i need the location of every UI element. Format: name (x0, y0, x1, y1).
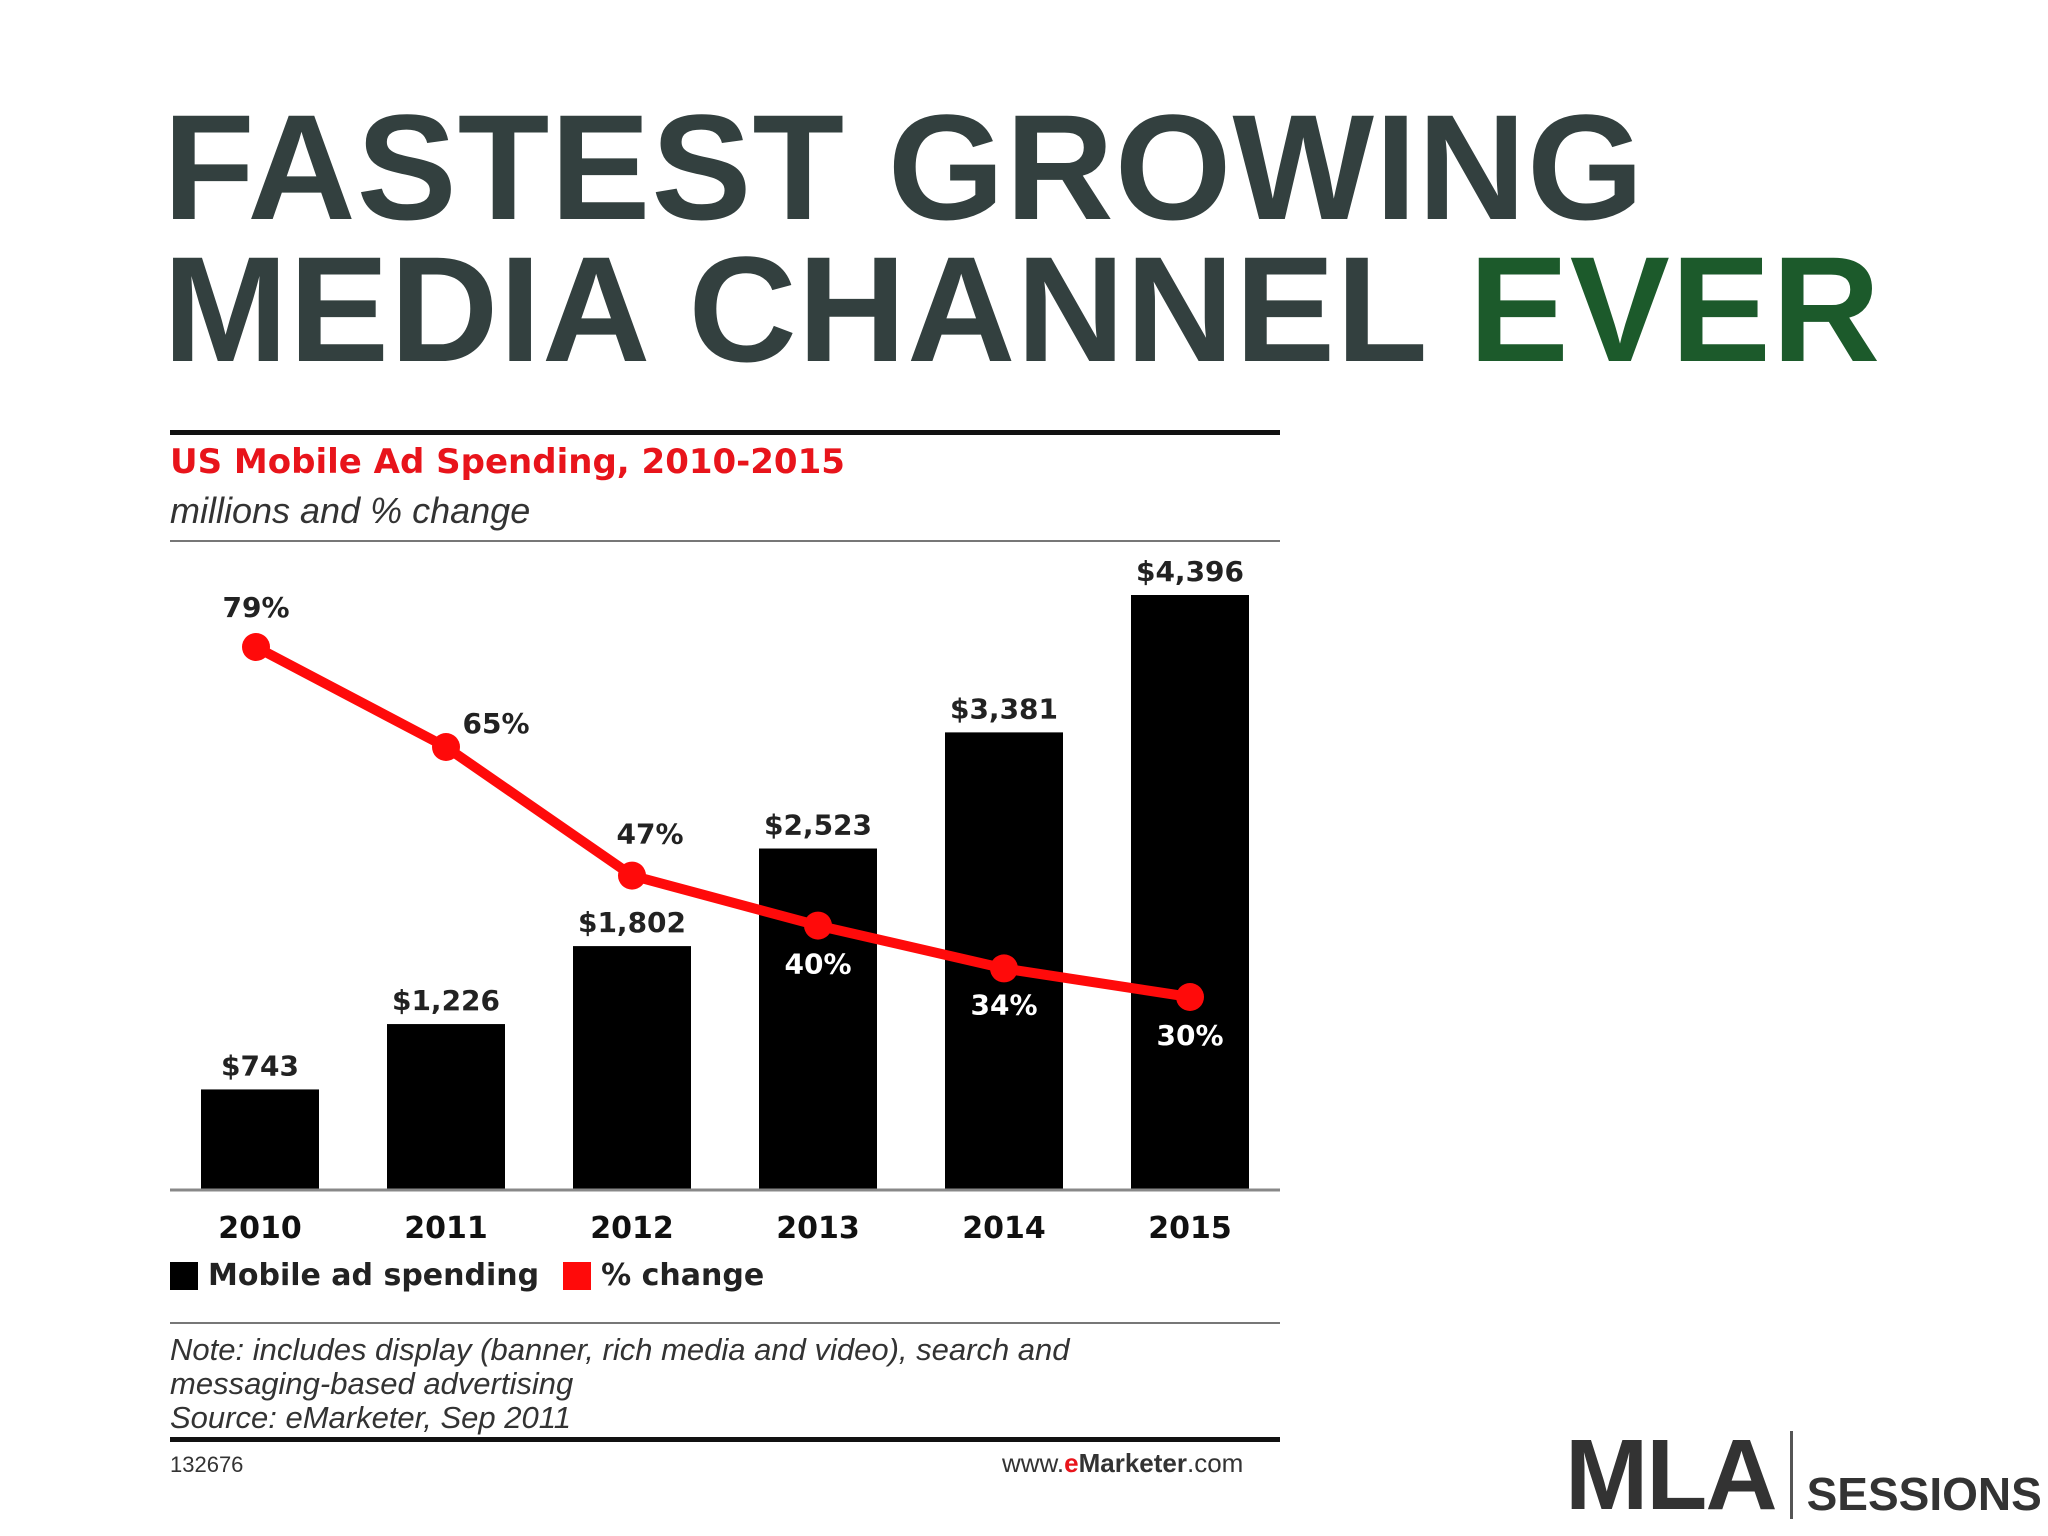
legend-swatch-change (563, 1261, 592, 1290)
headline-line-2: MEDIA CHANNEL (163, 225, 1427, 393)
note-source: Source: eMarketer, Sep 2011 (170, 1400, 571, 1435)
headline-accent: EVER (1468, 225, 1882, 393)
slide-headline: FASTEST GROWING MEDIA CHANNEL EVER (163, 92, 1881, 384)
source-url[interactable]: www.eMarketer.com (1002, 1448, 1243, 1479)
pct-label-2013: 40% (784, 948, 851, 981)
pct-point-2010 (242, 633, 270, 661)
pct-point-2011 (432, 733, 460, 761)
bar-label-2015: $4,396 (1136, 555, 1244, 588)
chart-note: Note: includes display (banner, rich med… (170, 1333, 1280, 1435)
bar-label-2012: $1,802 (578, 906, 686, 939)
chart-legend: Mobile ad spending % change (170, 1258, 788, 1293)
legend-item-spending: Mobile ad spending (170, 1258, 539, 1293)
footer-rule (170, 1437, 1280, 1442)
legend-label-change: % change (601, 1258, 765, 1293)
x-tick-2015: 2015 (1148, 1211, 1232, 1245)
bar-line-chart: $743 2010 $1,226 2011 $1,802 2012 $2,523 2013 $3… (170, 555, 1280, 1245)
bar-label-2011: $1,226 (392, 984, 500, 1017)
x-tick-2012: 2012 (590, 1211, 674, 1245)
bar-2011 (387, 1024, 505, 1190)
pct-change-line (251, 642, 1195, 1002)
logo-mark: MLA (1565, 1419, 1778, 1531)
note-line-1: Note: includes display (banner, rich med… (170, 1332, 1070, 1367)
pct-label-2014: 34% (970, 988, 1037, 1021)
x-tick-2010: 2010 (218, 1211, 302, 1245)
mla-sessions-logo: MLA SESSIONS (1565, 1425, 2042, 1525)
chart-title: US Mobile Ad Spending, 2010-2015 (170, 442, 845, 482)
note-line-2: messaging-based advertising (170, 1366, 574, 1401)
x-tick-2011: 2011 (404, 1211, 488, 1245)
legend-swatch-spending (170, 1261, 198, 1290)
legend-label-spending: Mobile ad spending (208, 1258, 540, 1293)
url-suffix: .com (1187, 1448, 1244, 1478)
pct-point-2014 (990, 954, 1018, 983)
legend-item-change: % change (563, 1258, 764, 1293)
pct-label-2010: 79% (222, 591, 289, 624)
x-tick-2014: 2014 (962, 1211, 1046, 1245)
bar-2010 (201, 1089, 319, 1190)
logo-divider (1789, 1431, 1793, 1519)
bar-2012 (573, 946, 691, 1190)
url-e: e (1064, 1448, 1079, 1478)
url-marketer: Marketer (1078, 1448, 1187, 1478)
headline-line-1: FASTEST GROWING (163, 83, 1645, 251)
pct-label-2011: 65% (462, 707, 529, 740)
chart-id: 132676 (170, 1452, 244, 1477)
bar-label-2013: $2,523 (764, 809, 872, 842)
pct-point-2012 (618, 861, 646, 890)
pct-point-2015 (1176, 983, 1204, 1011)
url-prefix: www. (1002, 1448, 1065, 1478)
pct-label-2015: 30% (1156, 1019, 1223, 1052)
pct-point-2013 (804, 911, 832, 940)
subtitle-rule (170, 540, 1280, 542)
logo-text: SESSIONS (1806, 1468, 2042, 1520)
note-top-rule (170, 1322, 1280, 1324)
chart-top-rule (170, 430, 1280, 435)
bar-2013 (759, 848, 877, 1190)
pct-label-2012: 47% (616, 818, 683, 851)
chart-subtitle: millions and % change (170, 490, 531, 531)
bar-label-2010: $743 (221, 1049, 299, 1082)
x-tick-2013: 2013 (776, 1211, 860, 1245)
bar-2015 (1131, 595, 1249, 1190)
bar-label-2014: $3,381 (950, 692, 1058, 725)
